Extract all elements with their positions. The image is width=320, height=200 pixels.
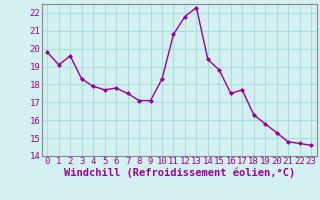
X-axis label: Windchill (Refroidissement éolien,°C): Windchill (Refroidissement éolien,°C) [64,168,295,178]
